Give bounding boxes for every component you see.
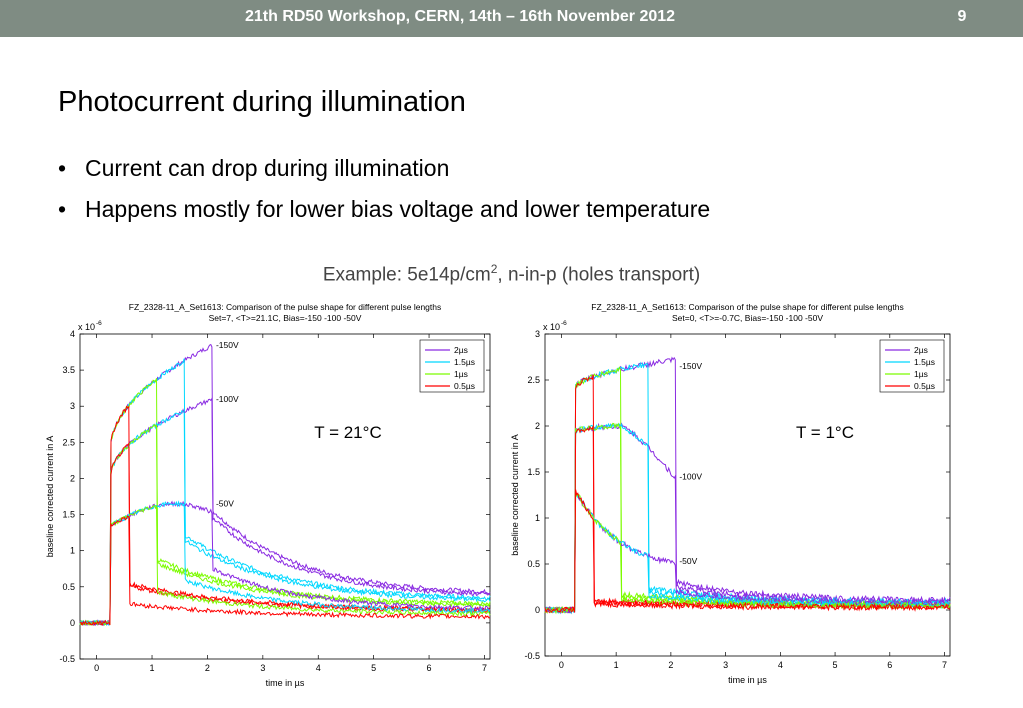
y-tick-label: 3.5 [62,365,75,375]
y-tick-label: 1 [535,513,540,523]
chart-title: FZ_2328-11_A_Set1613: Comparison of the … [591,302,904,312]
example-caption: Example: 5e14p/cm2, n-in-p (holes transp… [0,262,1023,286]
y-tick-label: 1.5 [527,467,540,477]
y-tick-label: 4 [70,329,75,339]
legend-entry: 0.5µs [454,381,475,391]
legend-entry: 2µs [454,345,468,355]
series-line [79,396,491,627]
temperature-annotation: T = 1°C [796,423,854,442]
y-tick-label: 0.5 [527,559,540,569]
x-axis-label: time in µs [266,678,305,688]
example-prefix: Example: 5e14p/cm [322,264,491,286]
voltage-label: -150V [679,361,702,371]
chart-subtitle: Set=7, <T>=21.1C, Bias=-150 -100 -50V [209,313,362,323]
x-tick-label: 0 [94,663,99,673]
y-tick-label: 0 [535,605,540,615]
x-tick-label: 6 [887,660,892,670]
series-line [79,504,491,627]
y-tick-label: -0.5 [59,654,75,664]
x-tick-label: 7 [942,660,947,670]
series-line [544,422,951,615]
y-tick-label: 2.5 [527,375,540,385]
example-suffix: , n-in-p (holes transport) [497,264,701,286]
y-exponent: -6 [561,320,567,327]
y-tick-label: 1.5 [62,510,75,520]
header-title: 21th RD50 Workshop, CERN, 14th – 16th No… [244,8,676,25]
legend-entry: 1µs [454,369,468,379]
series-line [544,492,951,614]
y-multiplier: x 10 [543,322,560,332]
chart-title: FZ_2328-11_A_Set1613: Comparison of the … [129,302,442,312]
x-tick-label: 7 [482,663,487,673]
series-line [79,515,491,627]
temperature-annotation: T = 21°C [314,423,381,442]
y-tick-label: 0.5 [62,582,75,592]
legend-entry: 1.5µs [454,357,475,367]
y-tick-label: 3 [535,329,540,339]
slide-number: 9 [957,8,967,25]
y-tick-label: -0.5 [524,651,540,661]
bullet-dot-icon: • [58,155,67,181]
left-pulse-chart: FZ_2328-11_A_Set1613: Comparison of the … [45,302,491,688]
series-line [79,423,491,627]
voltage-label: -150V [216,340,239,350]
right-pulse-chart: FZ_2328-11_A_Set1613: Comparison of the … [510,302,951,685]
y-axis-label: baseline corrected current in A [45,436,55,558]
x-tick-label: 2 [668,660,673,670]
voltage-label: -50V [216,499,234,509]
bullet-dot-icon: • [58,196,67,222]
x-tick-label: 4 [316,663,321,673]
legend-entry: 1µs [914,369,928,379]
bullet-item: • Happens mostly for lower bias voltage a… [58,196,710,223]
bullet-text: Current can drop during illumination [85,155,450,181]
header-bar: 21th RD50 Workshop, CERN, 14th – 16th No… [0,0,1023,37]
y-tick-label: 1 [70,546,75,556]
voltage-label: -50V [679,556,697,566]
bullet-text: Happens mostly for lower bias voltage an… [85,196,711,222]
x-tick-label: 1 [614,660,619,670]
y-tick-label: 2 [70,473,75,483]
legend [419,339,485,393]
bullet-item: • Current can drop during illumination [58,155,710,182]
voltage-label: -100V [216,394,239,404]
legend-entry: 2µs [914,345,928,355]
x-tick-label: 1 [150,663,155,673]
slide-title: Photocurrent during illumination [58,86,466,118]
y-multiplier: x 10 [78,322,95,332]
legend [879,339,945,393]
x-tick-label: 6 [427,663,432,673]
y-axis-label: baseline corrected current in A [510,434,520,556]
x-tick-label: 5 [833,660,838,670]
x-tick-label: 3 [260,663,265,673]
y-exponent: -6 [96,320,102,327]
legend-entry: 1.5µs [914,357,935,367]
y-tick-label: 2 [535,421,540,431]
x-axis-label: time in µs [728,675,767,685]
example-superscript: 2 [490,262,498,276]
x-tick-label: 4 [778,660,783,670]
series-line [79,378,491,627]
voltage-label: -100V [679,472,702,482]
x-tick-label: 3 [723,660,728,670]
x-tick-label: 0 [559,660,564,670]
bullet-list: • Current can drop during illumination • H… [58,155,710,237]
chart-subtitle: Set=0, <T>=-0.7C, Bias=-150 -100 -50V [672,313,823,323]
y-tick-label: 3 [70,401,75,411]
x-tick-label: 5 [371,663,376,673]
legend-entry: 0.5µs [914,381,935,391]
y-tick-label: 2.5 [62,437,75,447]
y-tick-label: 0 [70,618,75,628]
series-line [544,489,951,614]
x-tick-label: 2 [205,663,210,673]
